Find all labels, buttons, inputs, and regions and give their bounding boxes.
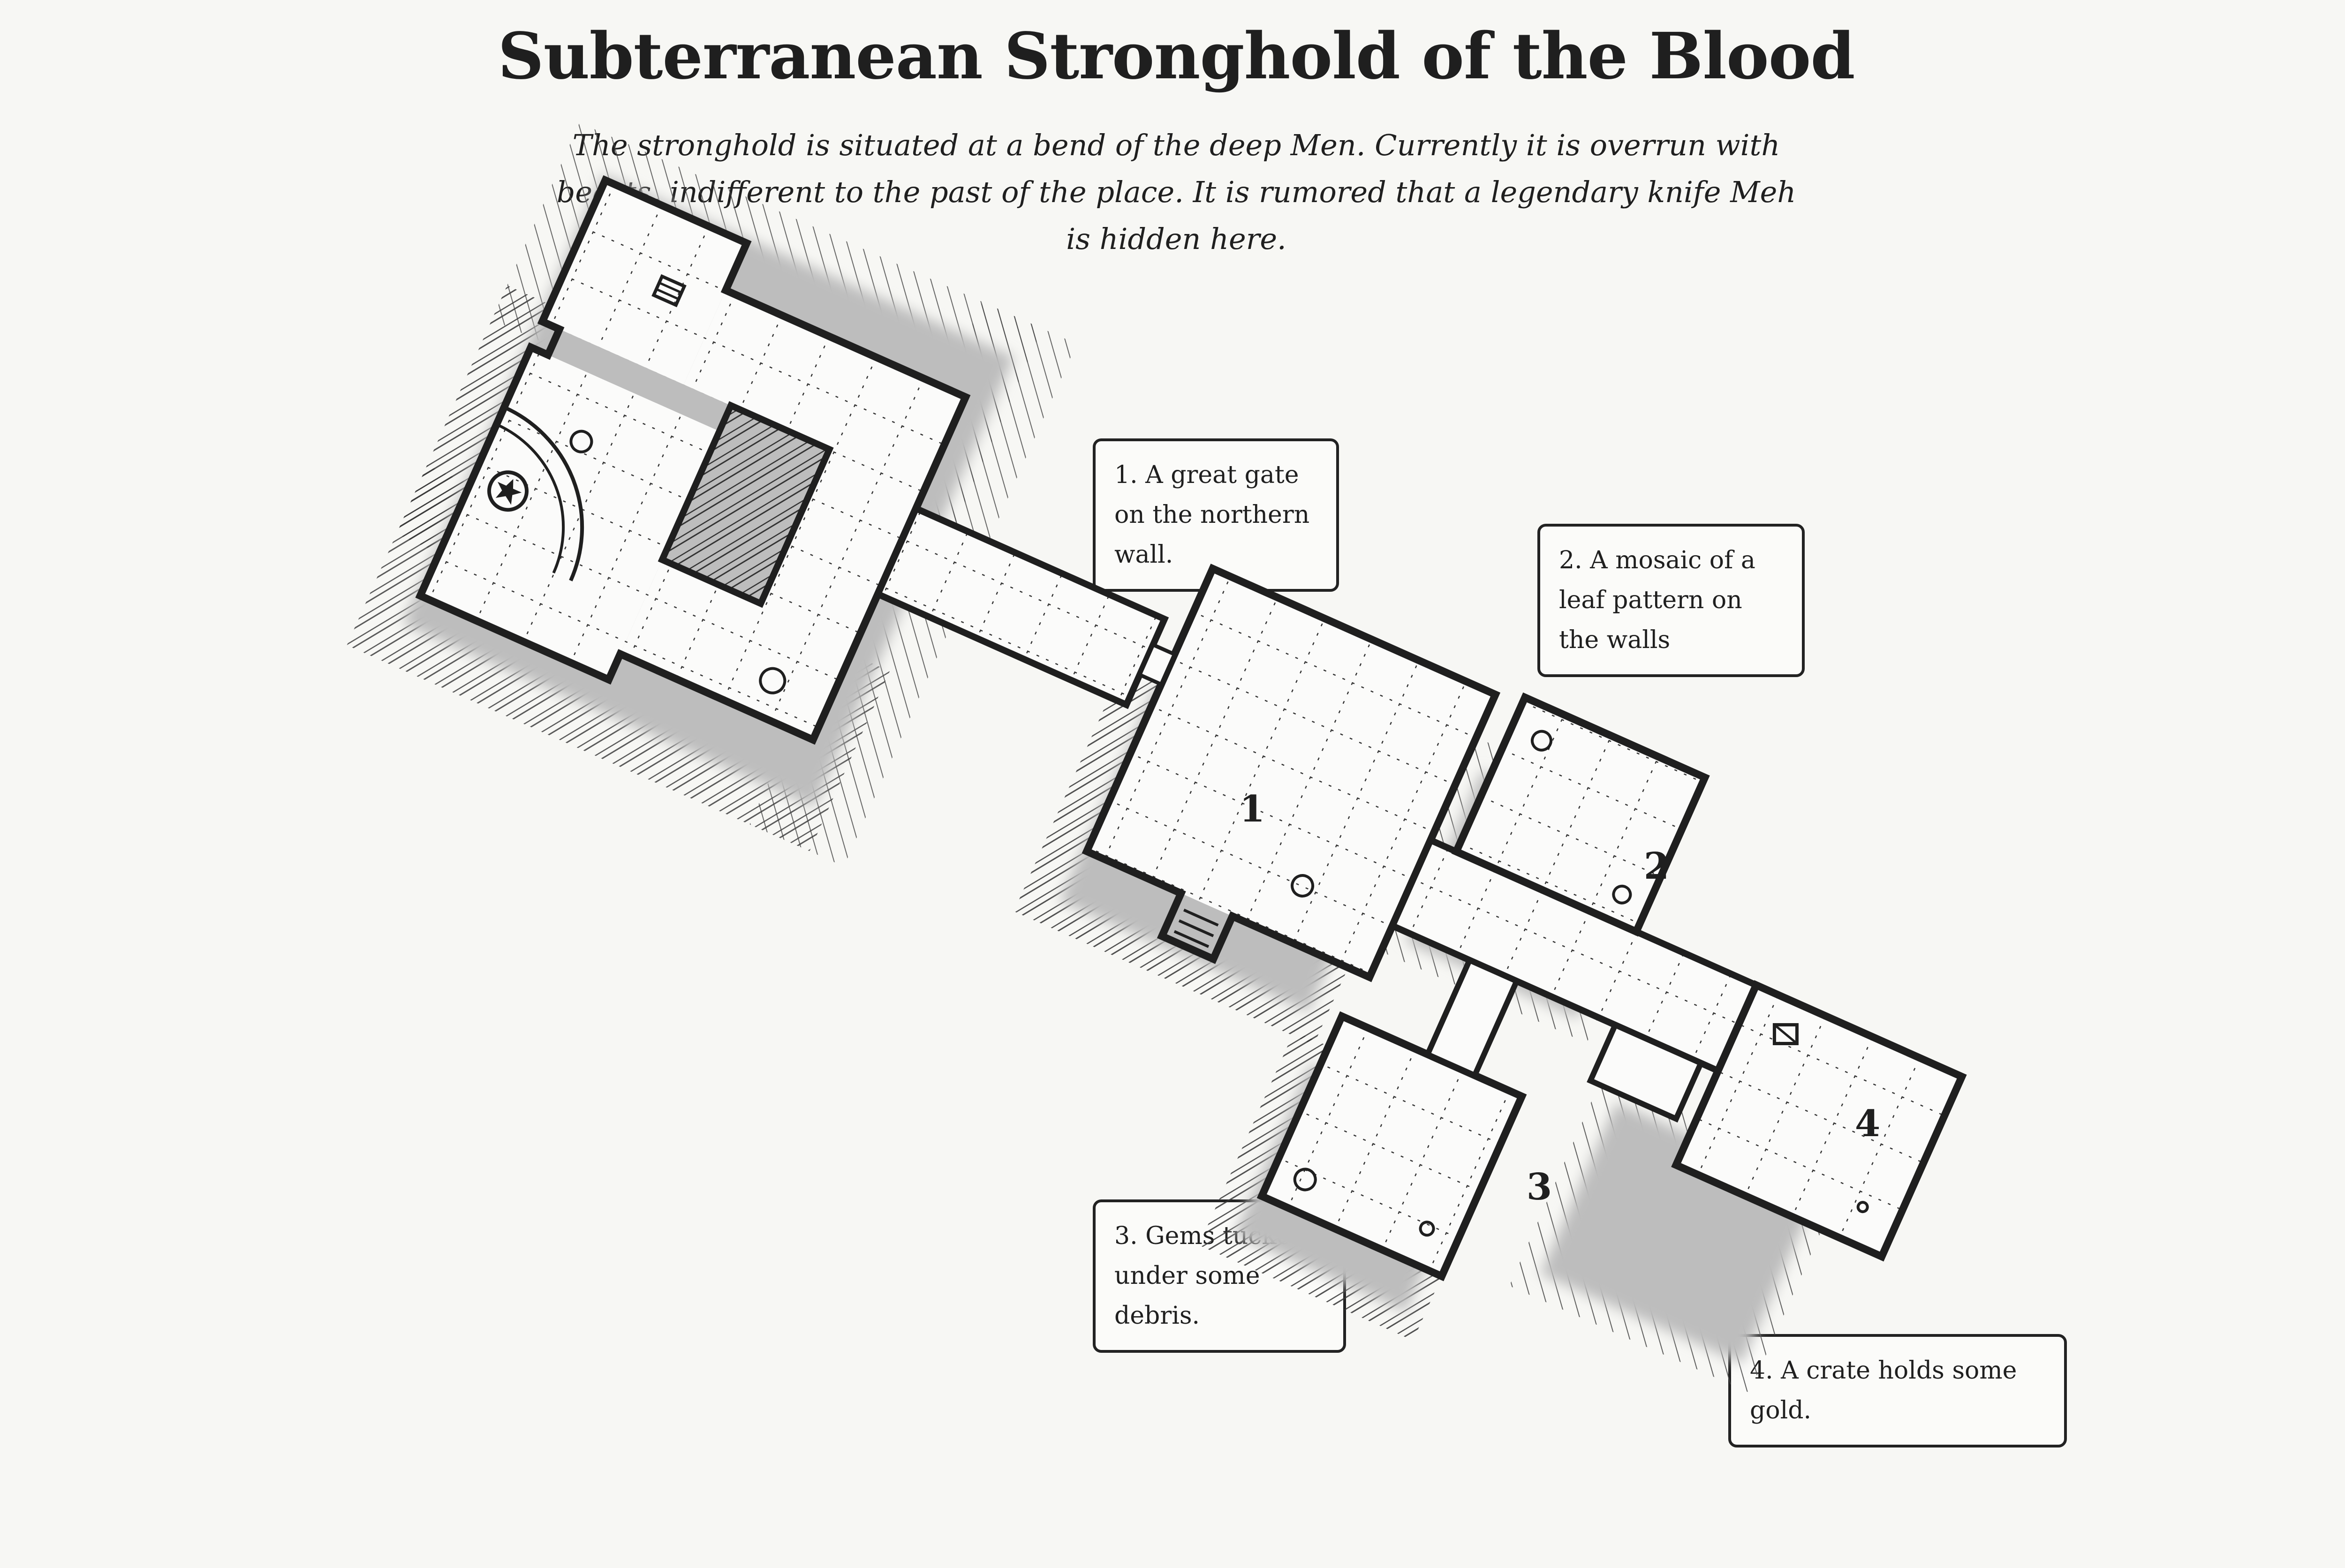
room-1 [1082,564,1501,982]
room-label-3: 3 [1527,1166,1552,1208]
room-label-4: 4 [1855,1102,1880,1145]
legend-note-2: 2. A mosaic of a leaf pattern on the wal… [1537,524,1805,677]
legend-text-4: 4. A crate holds some gold. [1750,1357,2017,1425]
legend-text-1: 1. A great gate on the northern wall. [1114,461,1310,569]
star-icon [487,470,529,512]
map-description: The stronghold is situated at a bend of … [556,128,1796,256]
legend-text-2: 2. A mosaic of a leaf pattern on the wal… [1559,546,1755,654]
west-wing [415,175,971,745]
room-3 [1256,956,1527,1282]
room-label-2: 2 [1644,845,1669,888]
crate-icon [651,274,687,308]
room-label-1: 1 [1240,788,1265,830]
legend-note-4: 4. A crate holds some gold. [1728,1334,2067,1447]
corridor-east [1388,836,1761,1123]
stairs-icon [1173,908,1219,948]
door-room-1 [1137,642,1177,687]
room-4 [1671,980,1967,1262]
crate-icon [1772,1023,1799,1045]
map-title: Subterranean Stronghold of the Blood [498,19,1855,94]
room-2 [1451,692,1710,937]
debris [569,430,1869,1237]
